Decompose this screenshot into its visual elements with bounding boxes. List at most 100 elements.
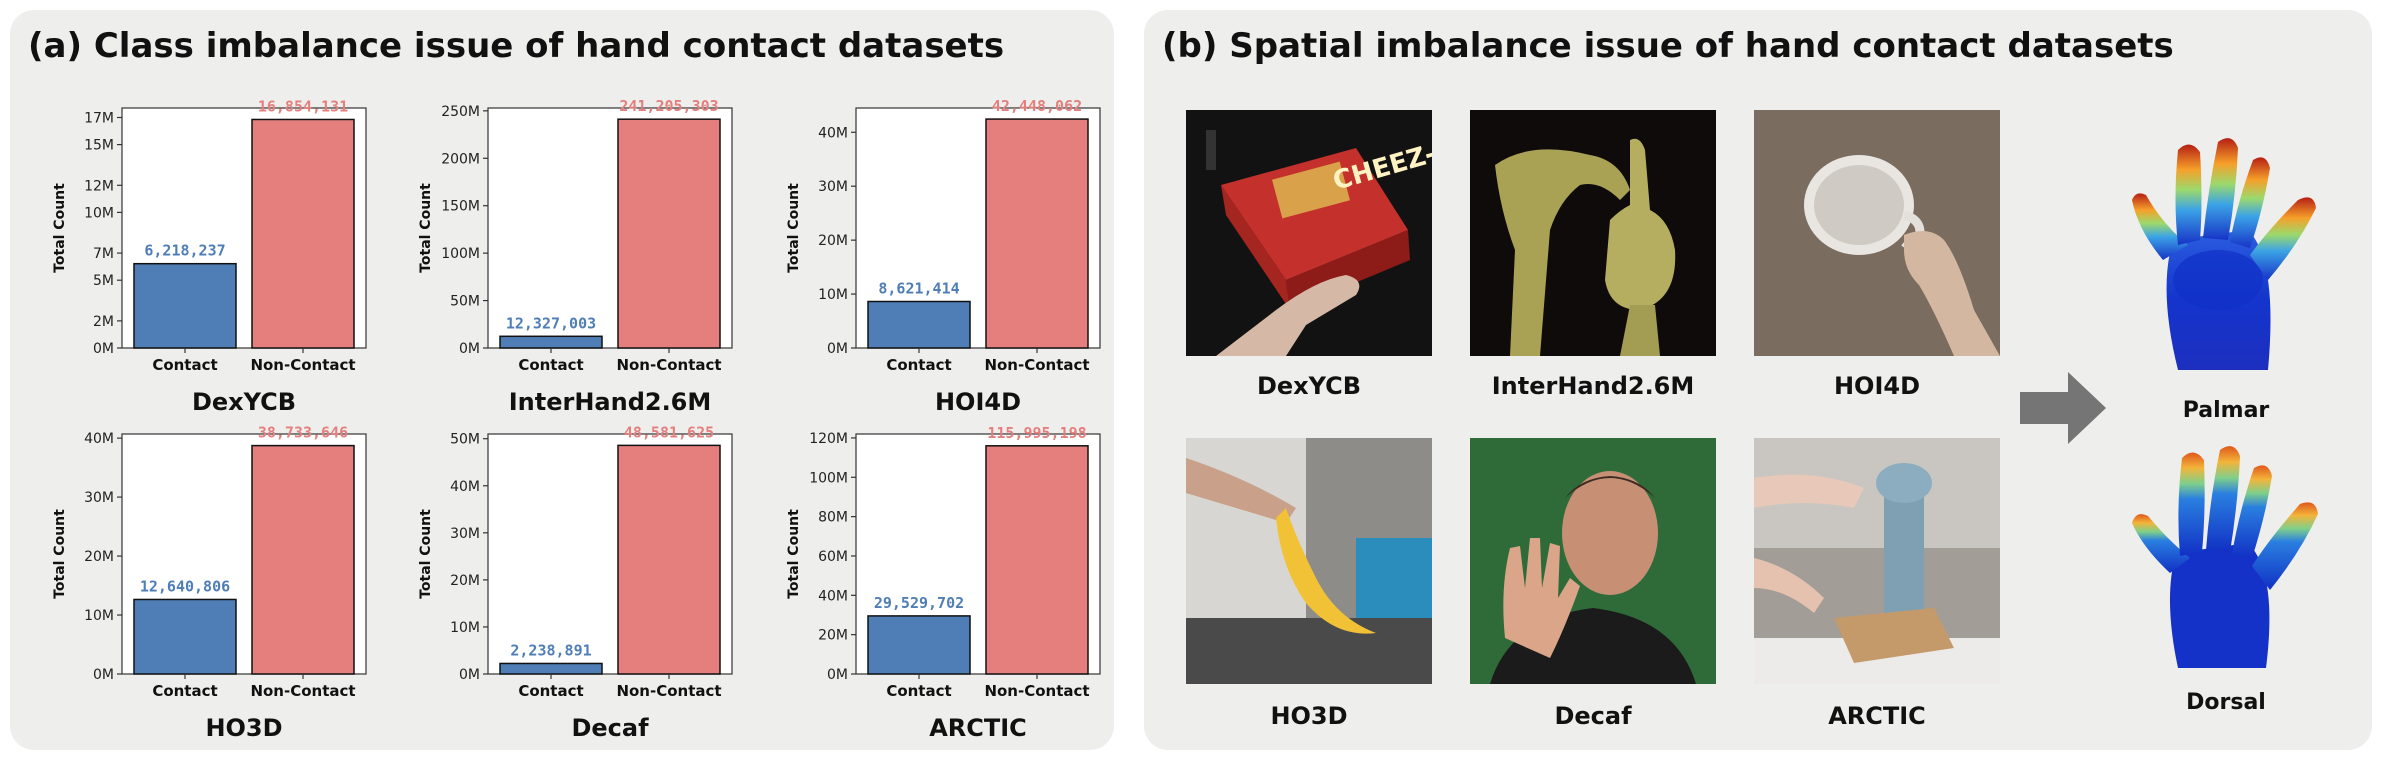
dataset-caption: DexYCB xyxy=(192,388,296,416)
y-tick-label: 5M xyxy=(93,273,114,289)
x-tick-label: Non-Contact xyxy=(616,356,721,374)
y-tick-label: 15M xyxy=(84,138,114,154)
dataset-caption: Decaf xyxy=(571,714,649,742)
chart-dexycb: 0M 2M 5M 7M 10M 12M 15M 17M Total Count 6,218,237… xyxy=(52,97,367,416)
non-contact-value-label: 48,581,625 xyxy=(624,423,714,441)
y-tick-label: 40M xyxy=(84,431,114,447)
y-axis-label: Total Count xyxy=(52,183,68,273)
contact-value-label: 6,218,237 xyxy=(144,242,225,260)
contact-value-label: 29,529,702 xyxy=(874,594,964,612)
chart-decaf: 0M 10M 20M 30M 40M 50M Total Count 2,238,891 Con… xyxy=(418,423,733,742)
y-tick-label: 10M xyxy=(450,620,480,636)
decaf-photo xyxy=(1470,438,1716,684)
y-tick-label: 80M xyxy=(818,510,848,526)
y-tick-label: 20M xyxy=(818,628,848,644)
y-tick-label: 20M xyxy=(818,233,848,249)
y-tick-label: 200M xyxy=(441,151,480,167)
contact-value-label: 2,238,891 xyxy=(510,641,591,659)
y-tick-label: 17M xyxy=(84,110,114,126)
non-contact-value-label: 16,854,131 xyxy=(258,97,348,115)
y-tick-label: 50M xyxy=(450,432,480,448)
decaf-caption: Decaf xyxy=(1554,702,1632,730)
dataset-caption: HOI4D xyxy=(935,388,1021,416)
x-tick-label: Non-Contact xyxy=(984,682,1089,700)
arctic-photo xyxy=(1754,438,2000,684)
y-tick-label: 2M xyxy=(93,314,114,330)
y-tick-label: 250M xyxy=(441,104,480,120)
non-contact-value-label: 241,205,303 xyxy=(619,97,718,115)
y-tick-label: 0M xyxy=(827,667,848,683)
y-tick-label: 10M xyxy=(84,205,114,221)
non-contact-bar xyxy=(251,444,355,675)
non-contact-value-label: 42,448,062 xyxy=(992,97,1082,115)
chart-interhand2-6m: 0M 50M 100M 150M 200M 250M Total Count 12,327,0… xyxy=(418,97,733,416)
dexycb-photo: CHEEZ-IT xyxy=(1186,110,1432,356)
y-tick-label: 0M xyxy=(93,341,114,357)
x-tick-label: Non-Contact xyxy=(250,682,355,700)
contact-value-label: 12,640,806 xyxy=(140,577,230,595)
dorsal-caption: Dorsal xyxy=(2186,690,2266,715)
dataset-caption: HO3D xyxy=(205,714,282,742)
dorsal-hand-heatmap xyxy=(2132,446,2318,668)
y-tick-label: 7M xyxy=(93,246,114,262)
non-contact-bar xyxy=(617,444,721,675)
y-tick-label: 20M xyxy=(450,573,480,589)
y-axis-label: Total Count xyxy=(786,509,802,599)
y-tick-label: 10M xyxy=(84,608,114,624)
y-tick-label: 60M xyxy=(818,549,848,565)
right-arrow-icon xyxy=(2020,372,2106,444)
panel-a-title: (a) Class imbalance issue of hand contac… xyxy=(28,26,1005,66)
y-tick-label: 40M xyxy=(818,125,848,141)
y-tick-label: 100M xyxy=(441,246,480,262)
y-tick-label: 0M xyxy=(827,341,848,357)
y-axis-label: Total Count xyxy=(52,509,68,599)
contact-value-label: 8,621,414 xyxy=(878,280,959,298)
x-tick-label: Contact xyxy=(886,682,951,700)
y-tick-label: 120M xyxy=(809,431,848,447)
hoi4d-caption: HOI4D xyxy=(1833,372,1921,400)
y-tick-label: 12M xyxy=(84,178,114,194)
contact-bar xyxy=(133,262,237,349)
y-tick-label: 0M xyxy=(459,341,480,357)
dataset-caption: InterHand2.6M xyxy=(509,388,712,416)
x-tick-label: Non-Contact xyxy=(984,356,1089,374)
chart-hoi4d: 0M 10M 20M 30M 40M Total Count 8,621,414 Contac… xyxy=(786,97,1101,416)
arctic-caption: ARCTIC xyxy=(1828,702,1926,730)
y-tick-label: 40M xyxy=(818,588,848,604)
contact-bar xyxy=(499,335,603,349)
y-tick-label: 0M xyxy=(459,667,480,683)
palmar-hand-heatmap xyxy=(2132,138,2316,370)
interhand-photo xyxy=(1470,110,1716,356)
x-tick-label: Contact xyxy=(518,356,583,374)
y-tick-label: 50M xyxy=(450,294,480,310)
dataset-caption: ARCTIC xyxy=(929,714,1027,742)
contact-bar xyxy=(867,300,971,349)
y-tick-label: 100M xyxy=(809,470,848,486)
y-tick-label: 30M xyxy=(450,526,480,542)
y-axis-label: Total Count xyxy=(418,183,434,273)
class-imbalance-panel: (a) Class imbalance issue of hand contac… xyxy=(10,10,1114,750)
y-tick-label: 150M xyxy=(441,199,480,215)
panel-b-title: (b) Spatial imbalance issue of hand cont… xyxy=(1162,26,2174,66)
non-contact-value-label: 115,995,198 xyxy=(987,424,1086,442)
x-tick-label: Non-Contact xyxy=(616,682,721,700)
hoi4d-photo xyxy=(1754,110,2000,356)
y-tick-label: 30M xyxy=(84,490,114,506)
non-contact-bar xyxy=(251,118,355,349)
y-tick-label: 20M xyxy=(84,549,114,565)
chart-arctic: 0M 20M 40M 60M 80M 100M 120M Total Count 29,529,… xyxy=(786,424,1101,742)
y-tick-label: 0M xyxy=(93,667,114,683)
x-tick-label: Contact xyxy=(886,356,951,374)
non-contact-bar xyxy=(985,445,1089,675)
dexycb-caption: DexYCB xyxy=(1256,372,1362,400)
non-contact-bar xyxy=(617,118,721,349)
non-contact-bar xyxy=(985,118,1089,349)
y-axis-label: Total Count xyxy=(418,509,434,599)
contact-bar xyxy=(133,598,237,675)
y-axis-label: Total Count xyxy=(786,183,802,273)
y-tick-label: 30M xyxy=(818,179,848,195)
palmar-caption: Palmar xyxy=(2182,398,2270,423)
y-tick-label: 40M xyxy=(450,479,480,495)
non-contact-value-label: 38,733,646 xyxy=(258,424,348,442)
contact-bar xyxy=(499,662,603,675)
